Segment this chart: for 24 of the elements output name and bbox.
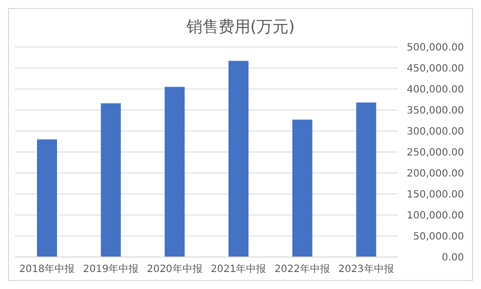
x-tick-label: 2022年中报 [274, 263, 330, 276]
bar [356, 102, 376, 257]
y-tick-label: 200,000.00 [406, 168, 464, 180]
x-tick-label: 2020年中报 [146, 263, 202, 276]
y-tick-label: 400,000.00 [406, 84, 464, 96]
y-tick-label: 450,000.00 [406, 64, 464, 75]
y-tick-label: 500,000.00 [406, 42, 464, 54]
bar [37, 139, 57, 257]
y-tick-label: 350,000.00 [406, 106, 464, 117]
y-tick-label: 0.00 [442, 252, 464, 264]
x-tick-label: 2019年中报 [83, 263, 138, 276]
bar [228, 60, 248, 257]
bar [164, 86, 185, 257]
x-tick-label: 2018年中报 [19, 263, 75, 276]
chart-title: 销售费用(万元) [185, 16, 296, 38]
y-tick-label: 250,000.00 [406, 148, 464, 159]
x-tick-label: 2021年中报 [210, 263, 266, 276]
x-tick-label: 2023年中报 [338, 263, 394, 276]
y-tick-label: 300,000.00 [406, 126, 464, 138]
bar [100, 103, 121, 257]
y-tick-label: 50,000.00 [413, 232, 464, 243]
y-tick-label: 150,000.00 [406, 190, 464, 201]
y-tick-label: 100,000.00 [406, 210, 464, 222]
bar [292, 120, 312, 257]
